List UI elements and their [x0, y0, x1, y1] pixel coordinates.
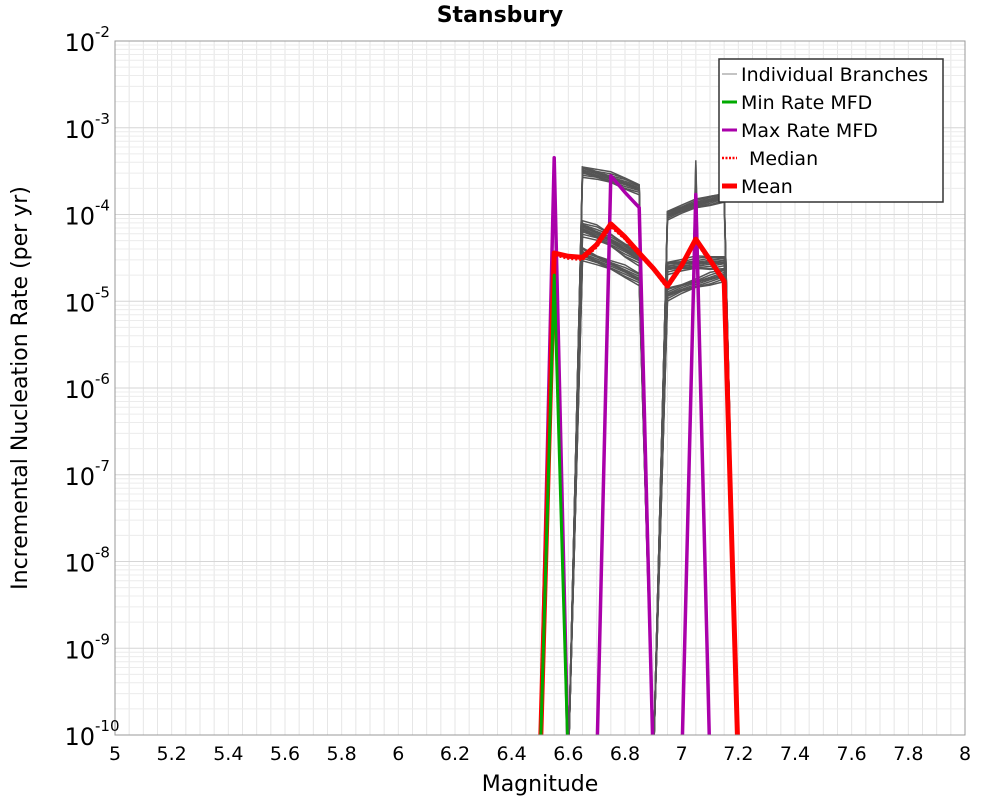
legend-entry-label: Max Rate MFD	[741, 120, 878, 142]
plot-frame	[114, 40, 966, 736]
y-tick-exponent: -6	[95, 370, 110, 388]
y-tick-base: 10	[64, 203, 95, 231]
series-line-min-rate-mfd	[539, 273, 569, 735]
chart-title: Stansbury	[437, 3, 564, 28]
x-tick-labels: 5 5.2 5.4 5.6 5.8 6 6.2 6.4 6.6 6.8 7 7.2 7.4 7.6 7.8 8	[109, 743, 971, 765]
y-tick-base: 10	[64, 116, 95, 144]
y-tick-exponent: -2	[95, 23, 110, 41]
x-tick-label: 5.8	[327, 743, 357, 765]
x-tick-label: 5	[109, 743, 121, 765]
x-tick-label: 6.8	[610, 743, 640, 765]
x-tick-label: 6.6	[553, 743, 583, 765]
series-line-mean	[538, 221, 740, 735]
y-tick-exponent: -9	[95, 630, 110, 648]
grid	[114, 41, 966, 736]
y-tick-label: 10 -5	[64, 283, 110, 317]
x-tick-label: 5.4	[213, 743, 243, 765]
y-tick-exponent: -3	[95, 110, 110, 128]
legend-box	[718, 58, 944, 203]
y-tick-base: 10	[64, 636, 95, 664]
y-tick-base: 10	[64, 376, 95, 404]
y-tick-label: 10 -2	[64, 23, 110, 57]
y-tick-label: 10 -3	[64, 110, 110, 144]
legend: Individual Branches Min Rate MFD Max Rate …	[718, 58, 944, 203]
y-tick-exponent: -8	[95, 544, 110, 562]
y-tick-base: 10	[64, 550, 95, 578]
y-tick-base: 10	[64, 29, 95, 57]
y-tick-label: 10 -4	[64, 197, 110, 231]
y-tick-exponent: -10	[95, 717, 120, 735]
y-tick-exponent: -4	[95, 197, 110, 215]
x-tick-label: 7.4	[780, 743, 810, 765]
x-tick-label: 5.6	[270, 743, 300, 765]
x-tick-label: 6.2	[440, 743, 470, 765]
x-tick-label: 7	[676, 743, 688, 765]
x-tick-label: 6	[392, 743, 404, 765]
x-tick-label: 7.2	[723, 743, 753, 765]
x-tick-label: 8	[959, 743, 971, 765]
x-axis-label: Magnitude	[482, 772, 599, 797]
y-tick-exponent: -7	[95, 457, 110, 475]
y-axis-label: Incremental Nucleation Rate (per yr)	[8, 186, 33, 590]
x-tick-label: 5.2	[157, 743, 187, 765]
y-tick-exponent: -5	[95, 283, 110, 301]
branch-line	[568, 166, 654, 735]
series-line-median	[539, 225, 739, 735]
x-tick-label: 6.4	[497, 743, 527, 765]
series-lines	[538, 156, 740, 735]
x-tick-label: 7.6	[837, 743, 867, 765]
y-tick-label: 10 -10	[64, 717, 119, 751]
y-tick-base: 10	[64, 289, 95, 317]
legend-entry-label: Mean	[741, 176, 793, 198]
legend-entry-label: Individual Branches	[741, 64, 928, 86]
y-tick-label: 10 -9	[64, 630, 110, 664]
x-tick-label: 7.8	[893, 743, 923, 765]
y-tick-base: 10	[64, 723, 95, 751]
y-tick-label: 10 -7	[64, 457, 110, 491]
y-tick-label: 10 -6	[64, 370, 110, 404]
legend-entry-label: Min Rate MFD	[741, 92, 872, 114]
legend-entry-label: Median	[749, 148, 818, 170]
y-tick-label: 10 -8	[64, 544, 110, 578]
y-tick-base: 10	[64, 463, 95, 491]
